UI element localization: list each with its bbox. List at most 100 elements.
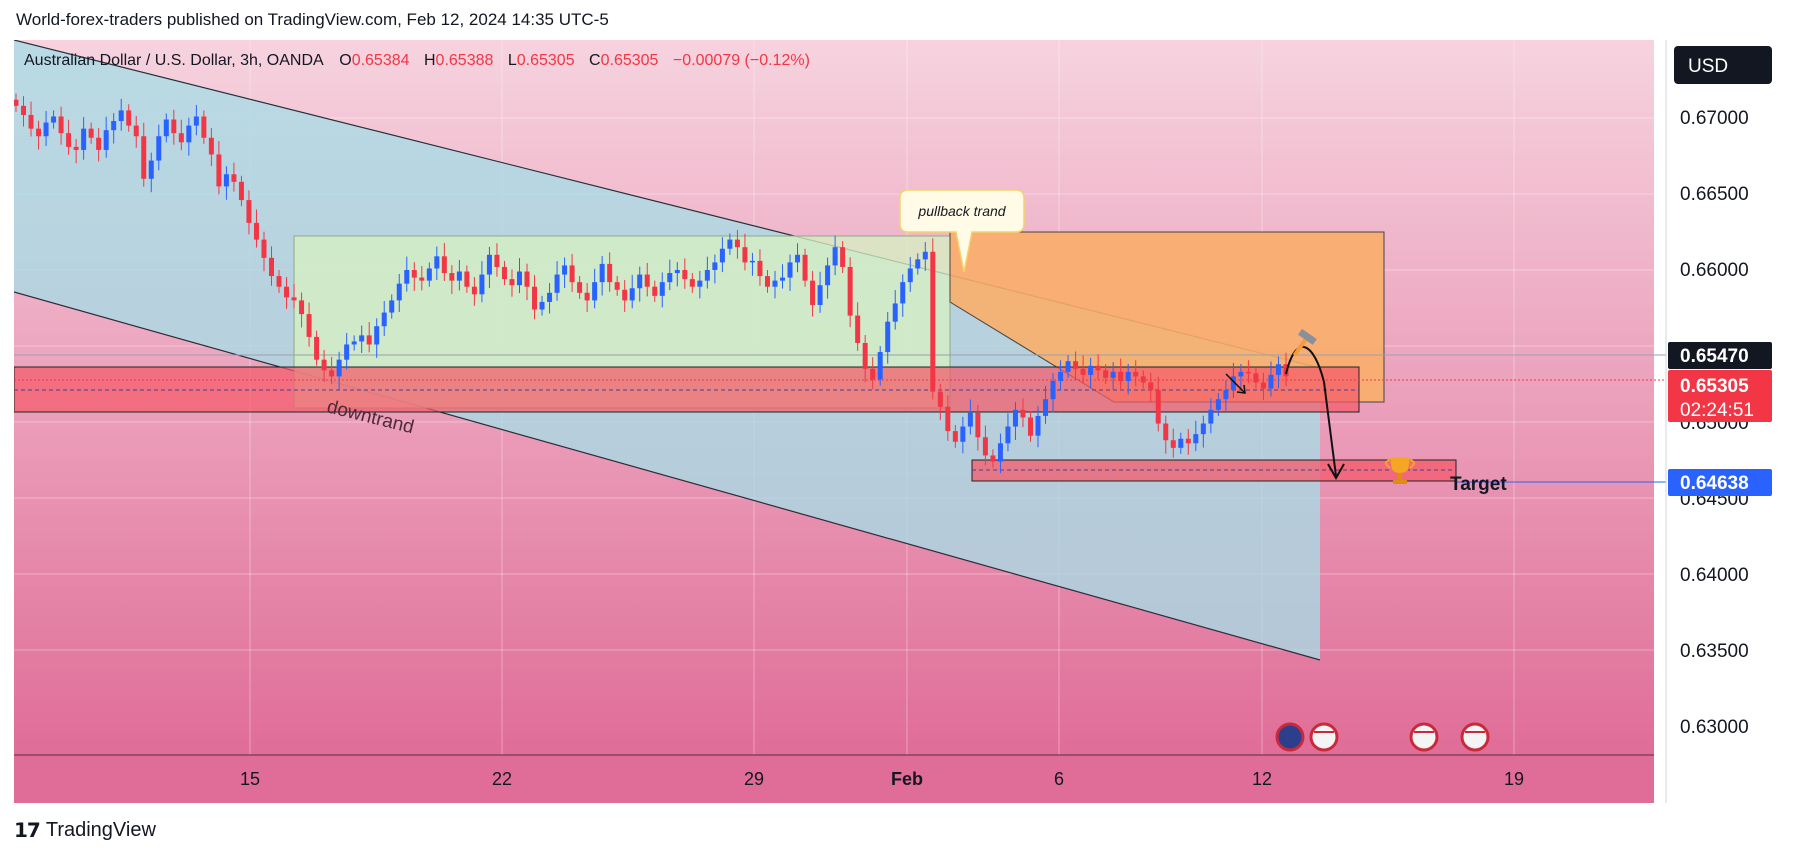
candle-body xyxy=(1058,371,1064,381)
aud-flag-icon[interactable] xyxy=(1275,722,1305,752)
candle-body xyxy=(847,266,853,316)
candle-body xyxy=(118,110,124,122)
countdown-text: 02:24:51 xyxy=(1680,400,1754,421)
footer-brand: TradingView xyxy=(45,819,156,841)
change-value: −0.00079 (−0.12%) xyxy=(673,52,810,69)
candle-body xyxy=(178,133,184,143)
candle-body xyxy=(36,128,42,137)
trophy-icon xyxy=(1385,458,1415,484)
small-arrowhead xyxy=(1236,384,1246,394)
candle-body xyxy=(622,289,628,301)
candle-body xyxy=(231,174,237,182)
candle-body xyxy=(554,274,560,293)
candle-body xyxy=(637,274,643,289)
candle-body xyxy=(381,312,387,327)
candle-body xyxy=(757,260,763,277)
candle-body xyxy=(885,321,891,353)
candle-body xyxy=(832,247,838,266)
candle-body xyxy=(201,116,207,138)
candle-body xyxy=(1155,390,1161,424)
candle-body xyxy=(163,119,169,137)
candle-body xyxy=(697,280,703,287)
last-price-text: 0.65305 xyxy=(1680,376,1749,397)
price-tick-6: 0.63500 xyxy=(1680,641,1749,662)
time-axis[interactable] xyxy=(14,755,1654,803)
close-value: 0.65305 xyxy=(601,52,659,69)
candle-body xyxy=(486,254,492,275)
pullback-callout[interactable]: pullback trand xyxy=(899,189,1025,273)
candle-body xyxy=(359,335,365,342)
candle-body xyxy=(501,266,507,280)
candle-body xyxy=(419,277,425,281)
candle-body xyxy=(404,270,410,284)
candle-body xyxy=(269,257,275,277)
open-value: 0.65384 xyxy=(352,52,410,69)
candle-body xyxy=(43,122,49,137)
chart-area[interactable]: pullback trand downtrand Target 15 22 29… xyxy=(13,39,1778,803)
candle-body xyxy=(862,342,868,369)
candle-body xyxy=(88,128,94,138)
candle-body xyxy=(1088,365,1094,375)
candle-body xyxy=(907,268,913,283)
price-tick-5: 0.64000 xyxy=(1680,565,1749,586)
candle-body xyxy=(922,251,928,260)
currency-button[interactable]: USD xyxy=(1674,46,1772,84)
time-axis-labels: 15 22 29 Feb 6 12 19 xyxy=(240,769,1524,789)
candle-body xyxy=(592,282,598,301)
candle-body xyxy=(764,276,770,287)
candle-body xyxy=(1238,371,1244,377)
candle-body xyxy=(13,99,19,106)
candle-body xyxy=(1260,382,1266,389)
candle-body xyxy=(727,239,733,249)
last-price-badge: 0.65305 02:24:51 xyxy=(1668,370,1772,422)
candle-body xyxy=(1027,417,1033,436)
candle-body xyxy=(1223,390,1229,400)
time-tick-19: 19 xyxy=(1504,769,1524,789)
candle-body xyxy=(284,286,290,298)
candle-body xyxy=(742,247,748,263)
candle-body xyxy=(464,271,470,287)
candle-body xyxy=(1208,409,1214,424)
us-flag-icon-3[interactable] xyxy=(1460,722,1490,752)
candle-body xyxy=(344,344,350,360)
candles xyxy=(13,93,1289,474)
candle-body xyxy=(1080,368,1086,375)
publish-header: World-forex-traders published on Trading… xyxy=(16,10,609,29)
candle-body xyxy=(1163,423,1169,441)
chart-svg[interactable]: pullback trand downtrand Target 15 22 29… xyxy=(13,39,1778,803)
candle-body xyxy=(930,251,936,392)
candle-body xyxy=(892,303,898,322)
time-tick-15: 15 xyxy=(240,769,260,789)
candle-body xyxy=(1253,373,1259,383)
symbol-name: Australian Dollar / U.S. Dollar, 3h, OAN… xyxy=(24,52,324,69)
high-value: 0.65388 xyxy=(436,52,494,69)
candle-body xyxy=(997,443,1003,462)
price-tick-2: 0.66000 xyxy=(1680,260,1749,281)
candle-body xyxy=(96,137,102,150)
candle-body xyxy=(28,114,34,129)
channel-lower-line[interactable] xyxy=(13,291,1321,661)
candle-body xyxy=(374,326,380,345)
candle-body xyxy=(749,260,755,263)
time-tick-22: 22 xyxy=(492,769,512,789)
candle-body xyxy=(1148,382,1154,391)
candle-body xyxy=(1193,434,1199,444)
us-flag-icon-1[interactable] xyxy=(1309,722,1339,752)
candle-body xyxy=(223,174,229,187)
price-tick-1: 0.66500 xyxy=(1680,184,1749,205)
candle-body xyxy=(329,370,335,377)
candle-body xyxy=(900,282,906,304)
candle-body xyxy=(426,268,432,281)
candle-body xyxy=(291,297,297,301)
low-label: L xyxy=(508,52,517,69)
projection-arrow xyxy=(1285,345,1337,477)
us-flag-icon-2[interactable] xyxy=(1409,722,1439,752)
candle-body xyxy=(825,265,831,286)
candle-body xyxy=(246,200,252,223)
event-icons[interactable] xyxy=(1275,722,1490,752)
resistance-price-text: 0.65470 xyxy=(1680,346,1749,367)
candle-body xyxy=(652,286,658,296)
time-tick-feb: Feb xyxy=(891,769,923,789)
tradingview-logo-icon: 𝟭𝟳 xyxy=(14,820,41,842)
candle-body xyxy=(802,254,808,281)
